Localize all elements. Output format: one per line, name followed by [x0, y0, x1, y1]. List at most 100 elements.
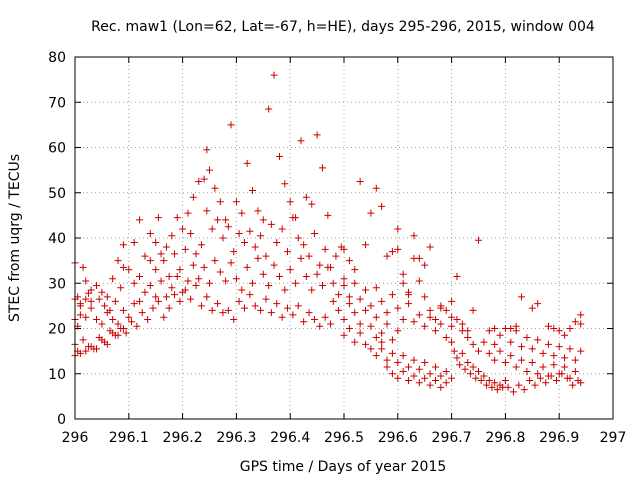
data-point — [431, 315, 439, 323]
data-point — [103, 293, 111, 301]
data-point — [284, 304, 292, 312]
data-point — [176, 266, 184, 274]
x-tick-label: 296.3 — [216, 430, 256, 446]
data-point — [168, 232, 176, 240]
data-point — [469, 363, 477, 371]
data-point — [327, 320, 335, 328]
data-point — [421, 322, 429, 330]
data-point — [383, 363, 391, 371]
data-point — [103, 340, 111, 348]
data-point — [553, 377, 561, 385]
data-point — [98, 288, 106, 296]
data-point — [313, 131, 321, 139]
data-point — [216, 198, 224, 206]
data-point — [98, 336, 106, 344]
y-tick-label: 30 — [48, 276, 66, 292]
data-point — [136, 216, 144, 224]
data-point — [571, 367, 579, 375]
data-point — [243, 159, 251, 167]
data-point — [119, 241, 127, 249]
data-point — [302, 272, 310, 280]
data-point — [367, 209, 375, 217]
data-point — [563, 374, 571, 382]
data-point — [278, 313, 286, 321]
data-point — [345, 325, 353, 332]
data-point — [394, 358, 402, 366]
data-point — [442, 379, 450, 387]
data-point — [235, 297, 243, 305]
data-point — [146, 229, 154, 237]
data-point — [316, 322, 324, 330]
data-point — [378, 329, 386, 337]
data-point — [534, 300, 542, 308]
data-point — [181, 286, 189, 294]
data-point — [203, 293, 211, 301]
data-point — [297, 137, 305, 145]
x-tick-label: 296.9 — [539, 430, 579, 446]
data-point — [458, 320, 466, 328]
data-point — [109, 315, 117, 323]
data-point — [461, 365, 469, 373]
x-tick-label: 297 — [600, 430, 627, 446]
data-point — [308, 286, 316, 294]
data-point — [528, 345, 536, 353]
data-point — [351, 309, 359, 317]
data-point — [184, 277, 192, 285]
data-point — [528, 358, 536, 366]
data-point — [114, 320, 122, 328]
data-point — [87, 286, 95, 294]
data-point — [410, 372, 418, 380]
data-point — [332, 252, 340, 260]
data-point — [399, 352, 407, 360]
data-point — [224, 223, 232, 231]
data-point — [171, 291, 179, 299]
data-point — [157, 277, 165, 285]
data-point — [415, 277, 423, 285]
data-point — [351, 279, 359, 287]
data-point — [219, 309, 227, 317]
data-point — [372, 284, 380, 292]
data-point — [383, 252, 391, 260]
data-point — [82, 313, 90, 321]
data-point — [383, 356, 391, 364]
data-point — [345, 300, 353, 308]
data-point — [458, 349, 466, 357]
data-point — [275, 272, 283, 280]
data-point — [367, 345, 375, 353]
data-point — [257, 232, 265, 240]
data-point — [152, 239, 160, 247]
data-point — [340, 315, 348, 323]
data-point — [372, 184, 380, 192]
data-point — [114, 257, 122, 265]
data-point — [555, 343, 563, 351]
data-point — [362, 306, 370, 314]
data-point — [351, 266, 359, 274]
data-point — [265, 282, 273, 290]
data-point — [345, 293, 353, 301]
data-point — [208, 225, 216, 233]
data-point — [475, 367, 482, 375]
data-point — [127, 318, 135, 326]
data-point — [203, 207, 211, 215]
x-axis-tick-labels: 296 296.1 296.2 296.3 296.4 296.5 296.6 296.7 29… — [62, 430, 627, 446]
data-point — [238, 209, 246, 217]
data-point — [488, 383, 496, 391]
data-point — [405, 300, 413, 308]
data-point — [109, 275, 117, 283]
data-point — [265, 105, 273, 113]
data-point — [493, 386, 501, 394]
data-point — [555, 327, 563, 335]
data-point — [415, 379, 423, 387]
data-point — [224, 306, 232, 314]
plot-frame — [74, 56, 614, 420]
data-point — [232, 275, 240, 283]
data-point — [485, 349, 493, 357]
data-point — [571, 356, 579, 364]
data-point — [171, 250, 179, 258]
x-tick-label: 296.2 — [163, 430, 203, 446]
data-point — [257, 306, 265, 314]
data-point — [179, 225, 187, 233]
data-point — [249, 279, 257, 287]
data-point — [329, 279, 337, 287]
data-point — [200, 263, 208, 271]
